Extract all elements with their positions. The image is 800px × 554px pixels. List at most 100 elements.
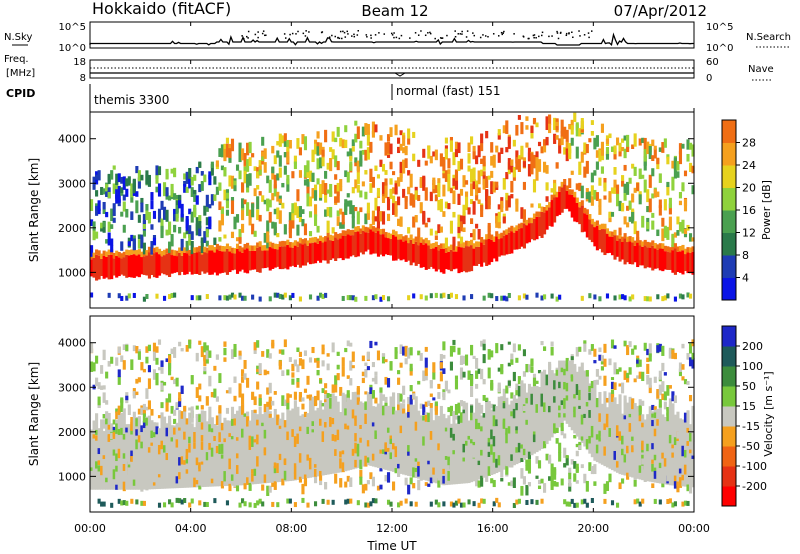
power-scatter-cell [190, 187, 194, 197]
velocity-band-segment [107, 412, 111, 490]
nsearch-point [583, 34, 586, 36]
power-scatter-cell [583, 166, 587, 178]
power-scatter-cell [351, 205, 355, 218]
power-band-segment [658, 248, 662, 271]
power-scatter-cell [397, 137, 401, 144]
velocity-scatter-cell [165, 358, 169, 363]
power-scatter-cell [258, 169, 262, 175]
velocity-band-segment [256, 414, 260, 484]
velocity-scatter-cell [200, 346, 204, 358]
power-scatter-cell [475, 195, 479, 201]
velocity-scatter-cell [399, 393, 403, 402]
velocity-scatter-cell [656, 345, 660, 353]
velocity-scatter-cell [459, 355, 464, 365]
power-band-segment [578, 207, 582, 225]
power-scatter-cell [256, 196, 260, 210]
power-band-segment [263, 250, 267, 269]
velocity-scatter-cell [384, 359, 388, 363]
velocity-scatter-cell [573, 461, 577, 469]
velocity-scatter-cell [603, 446, 607, 456]
power-scatter-cell [394, 201, 398, 214]
velocity-scatter-cell [512, 477, 516, 489]
velocity-band-segment [246, 411, 250, 485]
power-band-edge [688, 247, 693, 253]
power-noise-cell [631, 294, 635, 300]
power-scatter-cell [442, 211, 446, 217]
velocity-scatter-cell [560, 478, 564, 486]
beam-title: Beam 12 [361, 2, 428, 20]
power-scatter-cell [336, 191, 340, 203]
velocity-scatter-cell [120, 401, 124, 412]
velocity-scatter-cell [653, 454, 657, 461]
velocity-scatter-cell [321, 344, 325, 350]
velocity-scatter-cell [95, 377, 99, 387]
power-band-edge [590, 218, 594, 225]
power-scatter-cell [532, 117, 537, 125]
velocity-scatter-cell [381, 353, 386, 357]
velocity-scatter-cell [298, 351, 302, 357]
power-scatter-cell [190, 176, 194, 186]
power-scatter-cell [140, 234, 144, 249]
velocity-scatter-cell [671, 444, 675, 449]
velocity-scatter-cell [661, 452, 665, 459]
power-band-segment [417, 245, 421, 264]
velocity-scatter-cell [298, 476, 302, 483]
power-band-segment [590, 224, 594, 243]
power-scatter-cell [507, 195, 511, 208]
velocity-scatter-cell [681, 474, 685, 481]
power-scatter-cell [203, 231, 207, 243]
power-band-segment [475, 246, 479, 266]
velocity-scatter-cell [296, 460, 300, 467]
velocity-scatter-cell [344, 408, 348, 416]
velocity-scatter-cell [628, 423, 632, 432]
velocity-scatter-cell [381, 353, 386, 364]
velocity-noise-cell [610, 500, 615, 506]
power-band-segment [160, 256, 164, 274]
velocity-scatter-cell [110, 432, 114, 439]
velocity-scatter-cell [618, 383, 622, 387]
velocity-scatter-cell [618, 431, 622, 441]
power-scatter-cell [522, 209, 526, 223]
velocity-scatter-cell [130, 359, 134, 370]
power-noise-cell [316, 295, 320, 301]
power-scatter-cell [545, 165, 549, 174]
power-scatter-cell [97, 170, 101, 181]
power-scatter-cell [306, 193, 310, 207]
power-band-edge [671, 244, 675, 251]
power-band-edge [399, 234, 403, 240]
velocity-scatter-cell [558, 442, 562, 453]
power-scatter-cell [537, 159, 542, 172]
velocity-scatter-cell [168, 369, 172, 376]
velocity-scatter-cell [142, 408, 146, 414]
power-band-segment [663, 251, 667, 270]
velocity-scatter-cell [115, 423, 119, 434]
power-scatter-cell [470, 136, 474, 145]
power-scatter-cell [517, 159, 521, 173]
velocity-scatter-cell [530, 360, 534, 367]
power-scatter-cell [137, 170, 141, 182]
velocity-scatter-cell [568, 483, 572, 492]
power-band-edge [520, 222, 524, 229]
velocity-scatter-cell [157, 444, 162, 455]
velocity-scatter-cell [678, 368, 683, 377]
velocity-scatter-cell [661, 345, 665, 356]
power-noise-cell [495, 296, 499, 302]
power-scatter-cell [414, 190, 418, 200]
power-band-segment [145, 255, 149, 276]
power-band-edge [439, 243, 443, 249]
power-band-edge [140, 251, 144, 258]
velocity-scatter-cell [105, 371, 109, 379]
power-band-edge [467, 240, 471, 247]
colorbar-tick-label: 200 [742, 340, 763, 353]
power-band-edge [676, 246, 680, 252]
power-band-edge [470, 239, 474, 246]
power-noise-cell [349, 295, 353, 301]
power-scatter-cell [246, 182, 250, 193]
velocity-scatter-cell [195, 405, 199, 410]
velocity-scatter-cell [668, 434, 672, 444]
velocity-noise-cell [434, 499, 438, 505]
power-band-segment [281, 246, 285, 270]
velocity-scatter-cell [530, 393, 534, 405]
power-scatter-cell [422, 175, 426, 187]
velocity-scatter-cell [658, 430, 662, 441]
